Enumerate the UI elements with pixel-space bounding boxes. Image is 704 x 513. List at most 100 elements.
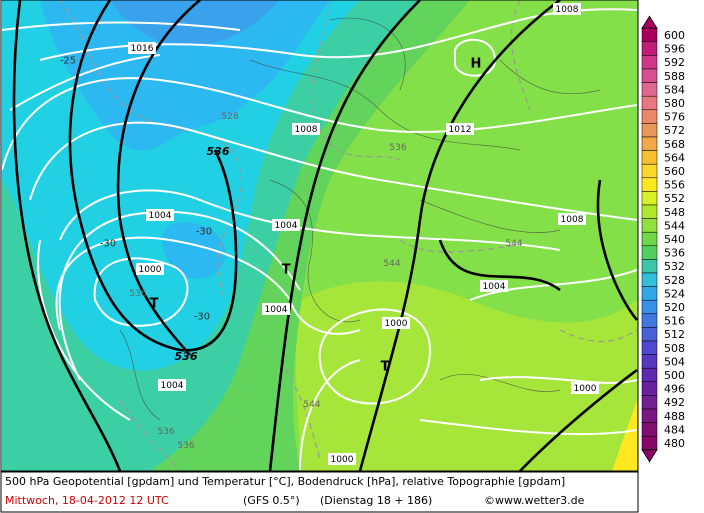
colorbar-label: 508 [664, 342, 685, 355]
colorbar-swatch [641, 408, 658, 423]
geopotential-contours [12, 0, 638, 472]
colorbar-label: 524 [664, 287, 685, 300]
colorbar-label: 544 [664, 219, 685, 232]
colorbar-swatch [641, 41, 658, 56]
contour-label: 1016 [131, 44, 154, 54]
colorbar-swatch [641, 150, 658, 165]
colorbar: 6005965925885845805765725685645605565525… [641, 15, 685, 463]
colorbar-swatch [641, 204, 658, 219]
colorbar-label: 548 [664, 206, 685, 219]
colorbar-swatch [641, 177, 658, 192]
label-box [136, 263, 164, 275]
colorbar-label: 540 [664, 233, 685, 246]
field-528 [40, 0, 330, 151]
colorbar-swatch [641, 395, 658, 410]
colorbar-swatch [641, 82, 658, 97]
colorbar-label: 572 [664, 124, 685, 137]
contour-label: 1008 [295, 125, 318, 135]
colorbar-label: 580 [664, 97, 685, 110]
contour-label: 544 [383, 259, 400, 269]
colorbar-label: 556 [664, 179, 685, 192]
footer-box [0, 471, 639, 513]
colorbar-swatch [641, 191, 658, 206]
colorbar-label: 588 [664, 70, 685, 83]
colorbar-swatch [641, 27, 658, 43]
colorbar-label: 512 [664, 328, 685, 341]
label-box [446, 123, 474, 135]
colorbar-arrow-bottom [641, 449, 658, 463]
colorbar-label: 492 [664, 396, 685, 409]
colorbar-swatch [641, 218, 658, 233]
label-box [272, 219, 300, 231]
colorbar-label: 568 [664, 138, 685, 151]
colorbar-swatch [641, 286, 658, 301]
colorbar-label: 488 [664, 410, 685, 423]
colorbar-swatch [641, 123, 658, 138]
colorbar-swatch [641, 55, 658, 70]
colorbar-label: 504 [664, 355, 685, 368]
contour-label: 528 [221, 112, 238, 122]
colorbar-label: 564 [664, 151, 685, 164]
footer-credit: ©www.wetter3.de [484, 494, 585, 507]
contour-label: 1000 [139, 265, 162, 275]
contour-label: -25 [60, 56, 76, 67]
colorbar-label: 592 [664, 56, 685, 69]
colorbar-swatch [641, 340, 658, 355]
label-box [558, 213, 586, 225]
footer-date: Mittwoch, 18-04-2012 12 UTC [5, 494, 169, 507]
colorbar-label: 516 [664, 315, 685, 328]
label-box [382, 317, 410, 329]
colorbar-swatch [641, 354, 658, 369]
colorbar-swatch [641, 163, 658, 179]
colorbar-swatch [641, 381, 658, 396]
contour-label: 1004 [149, 211, 172, 221]
contour-label: 1008 [561, 215, 584, 225]
colorbar-swatch [641, 95, 658, 111]
contour-label: -30 [194, 312, 210, 323]
label-box [292, 123, 320, 135]
pressure-center-label: T [150, 297, 159, 312]
contour-label: 1004 [161, 381, 184, 391]
map-labels: -25 1016 1008 H 528 1008 1012 536 536 1004 -30 1004… [60, 3, 599, 465]
label-box [480, 280, 508, 292]
label-box [158, 379, 186, 391]
colorbar-label: 584 [664, 83, 685, 96]
contour-label: 1000 [331, 455, 354, 465]
colorbar-label: 528 [664, 274, 685, 287]
colorbar-swatch [641, 327, 658, 342]
colorbar-label: 600 [664, 29, 685, 42]
colorbar-swatch [641, 272, 658, 287]
contour-label: 536 [157, 427, 174, 437]
contour-label: -30 [100, 239, 116, 250]
label-box [553, 3, 581, 15]
pressure-center-label: H [471, 57, 482, 72]
colorbar-swatch [641, 136, 658, 151]
field-528-low [162, 222, 226, 279]
colorbar-label: 520 [664, 301, 685, 314]
colorbar-swatch [641, 299, 658, 315]
contour-label: 536 [175, 350, 198, 363]
label-box [128, 42, 156, 54]
contour-label: 1012 [449, 125, 472, 135]
colorbar-label: 500 [664, 369, 685, 382]
label-box [146, 209, 174, 221]
contour-label: -30 [196, 227, 212, 238]
field-556 [612, 400, 637, 471]
contour-label: 1000 [385, 319, 408, 329]
colorbar-label: 536 [664, 247, 685, 260]
footer-model: (GFS 0.5°) [243, 494, 300, 507]
colorbar-swatch [641, 68, 658, 83]
colorbar-label: 552 [664, 192, 685, 205]
contour-label: 544 [303, 400, 320, 410]
colorbar-label: 484 [664, 423, 685, 436]
contour-label: 1004 [483, 282, 506, 292]
footer-run: (Dienstag 18 + 186) [320, 494, 432, 507]
label-box [262, 303, 290, 315]
colorbar-swatch [641, 245, 658, 260]
colorbar-label: 480 [664, 437, 685, 450]
contour-label: 536 [389, 143, 406, 153]
colorbar-swatch [641, 435, 658, 451]
contour-label: 544 [505, 239, 522, 249]
